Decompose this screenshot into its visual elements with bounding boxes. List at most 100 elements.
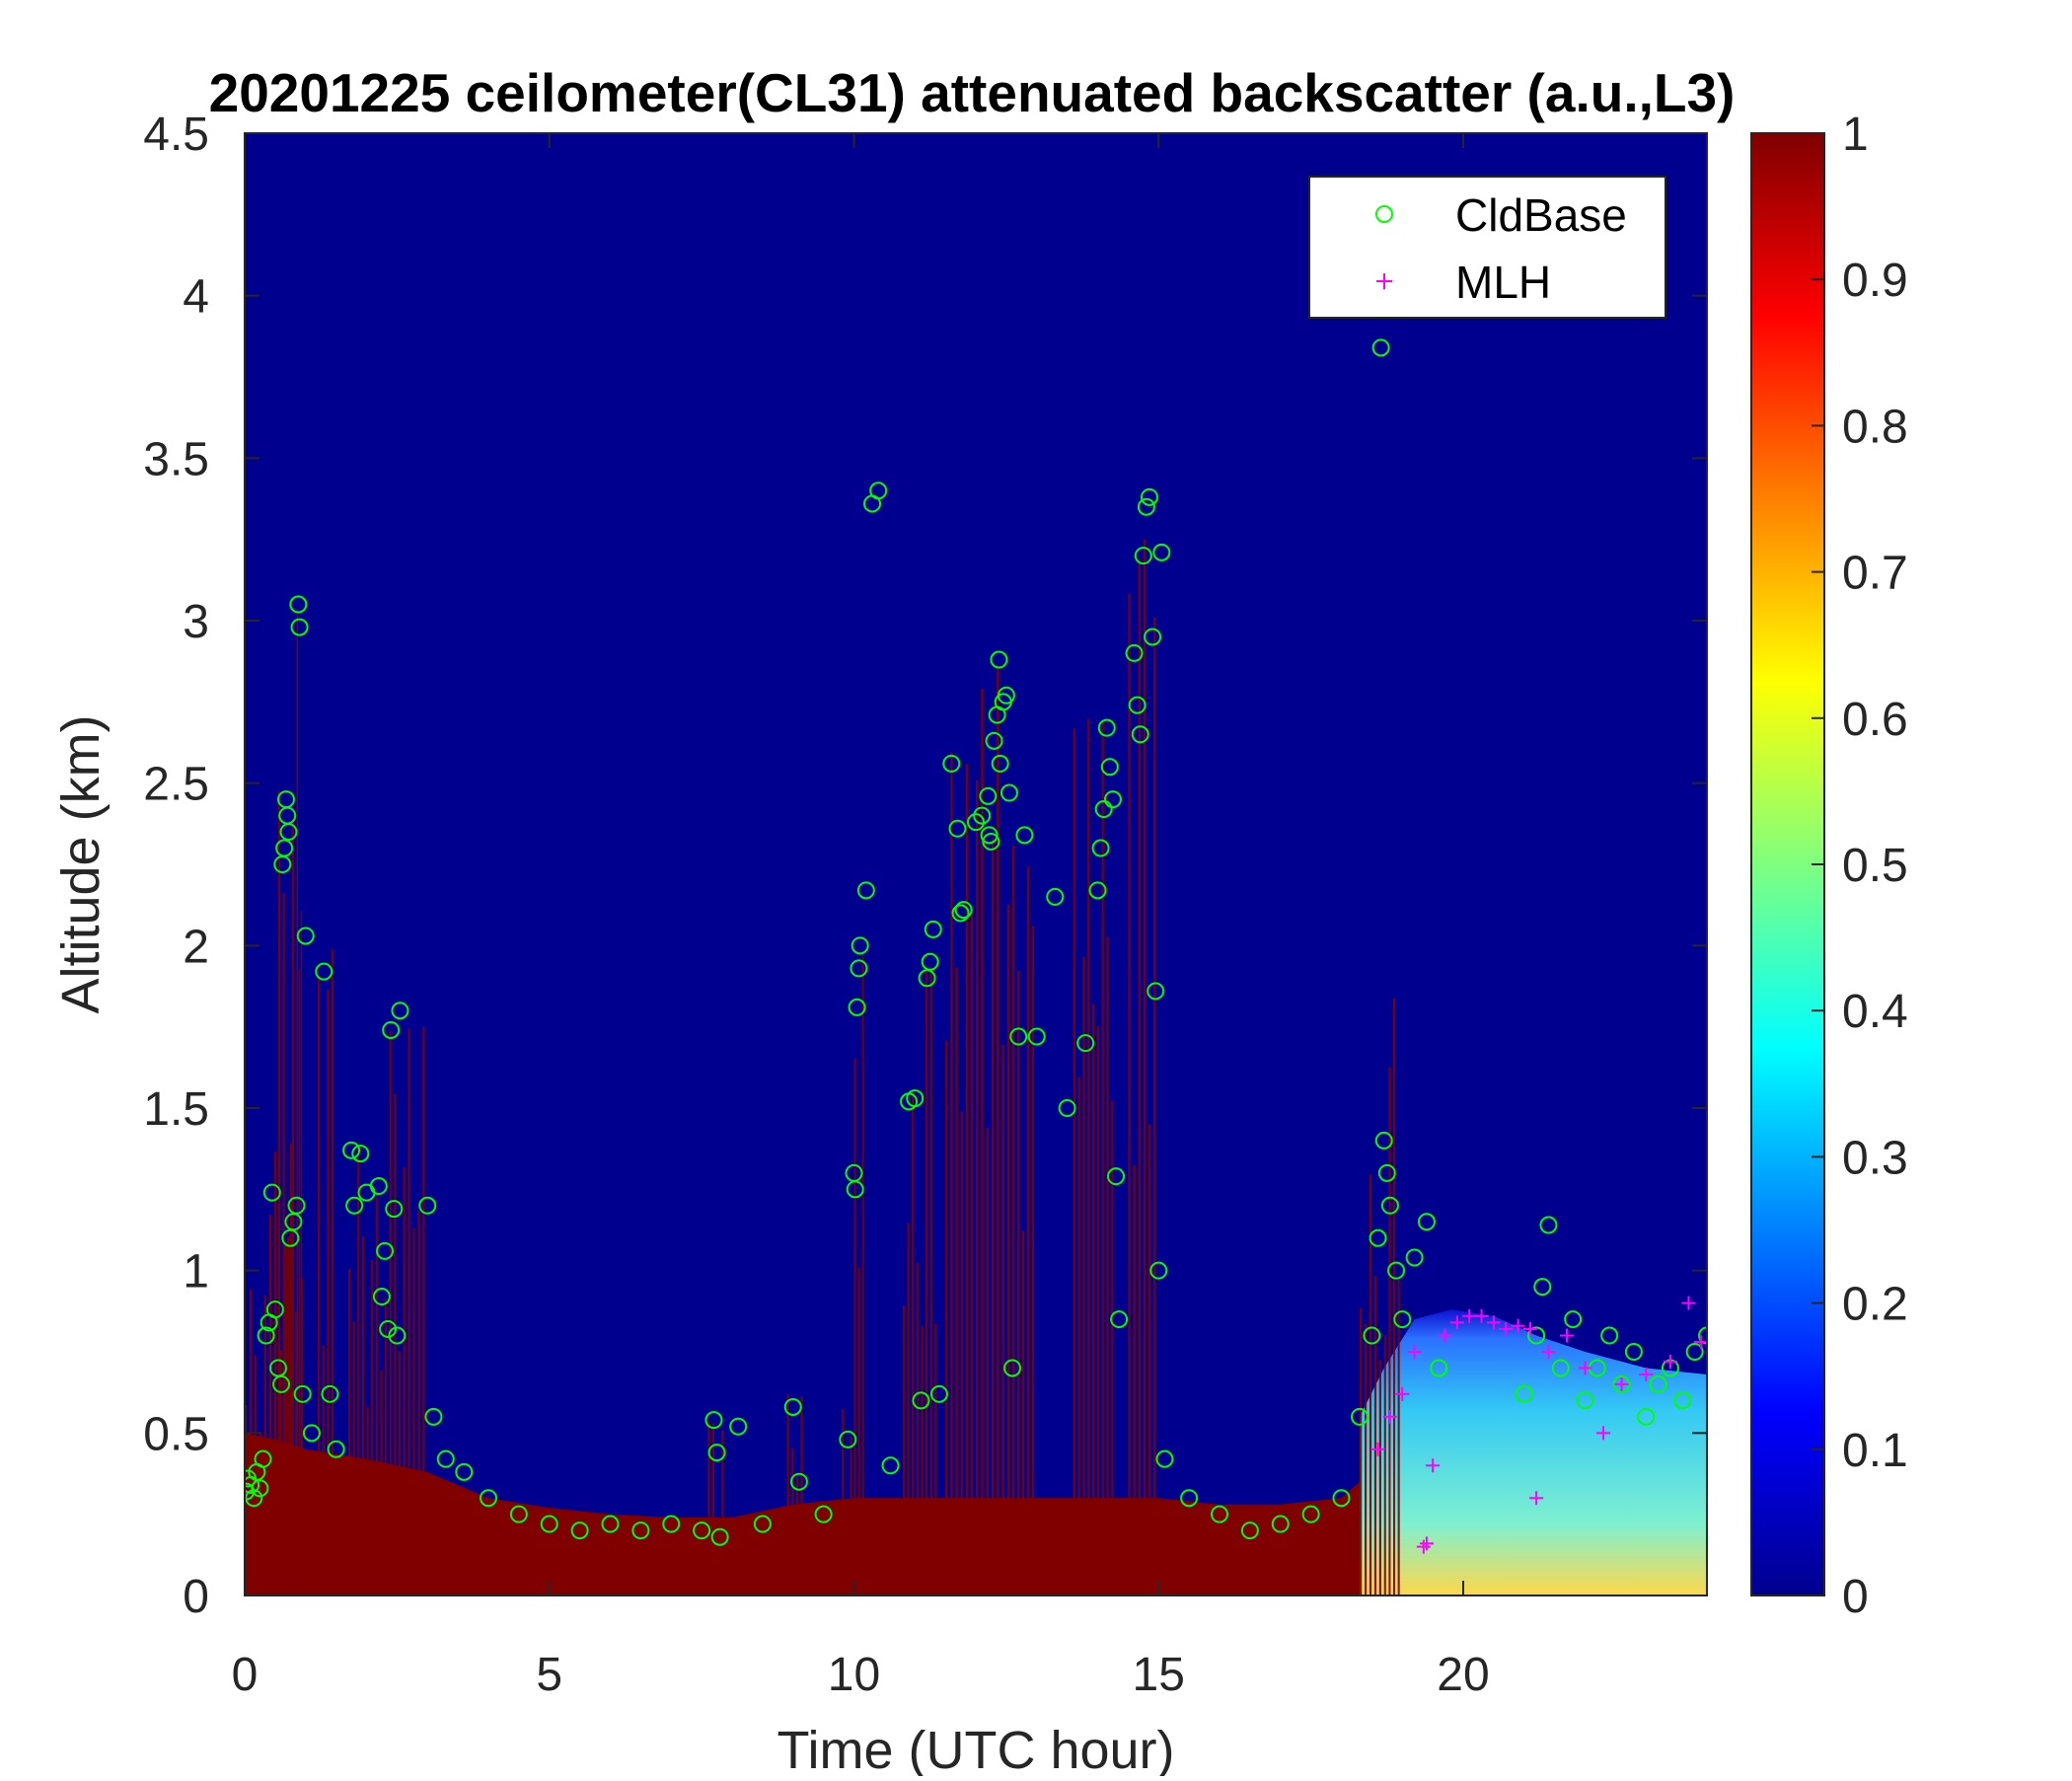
y-tick-label: 3.5 [143, 433, 209, 485]
mlh-point [1419, 1536, 1434, 1551]
cloud-streak [846, 1502, 849, 1595]
cloud-streak [1006, 904, 1010, 1595]
cldbase-point [1240, 1521, 1259, 1540]
cloud-streak [907, 1222, 910, 1595]
cldbase-point [997, 686, 1015, 705]
cldbase-point [251, 1479, 269, 1498]
cloud-streak [925, 968, 928, 1595]
y-tick-label: 2 [183, 921, 209, 973]
cloud-streak [786, 1394, 789, 1595]
colorbar: 0 0.1 0.2 0.3 0.4 0.5 0.6 0.7 0.8 0.9 1 [1750, 109, 1908, 1623]
cldbase-point [290, 618, 309, 636]
cloud-streak [295, 1310, 298, 1595]
cldbase-point [979, 786, 998, 805]
y-tick-label: 3 [183, 596, 209, 648]
cloud-streak [1016, 971, 1020, 1595]
cldbase-point [1624, 1343, 1643, 1361]
x-tick-label: 5 [536, 1649, 562, 1701]
mlh-point [1449, 1315, 1464, 1330]
mlh-point [1596, 1426, 1611, 1441]
cldbase-point [1637, 1407, 1656, 1426]
cloud-streak [398, 1351, 402, 1595]
cldbase-point [1137, 497, 1155, 516]
cldbase-point [662, 1515, 681, 1533]
cloud-streak [366, 1406, 369, 1595]
cloud-streak [1111, 1100, 1114, 1595]
cldbase-point [839, 1430, 857, 1448]
cloud-streak [417, 1210, 420, 1595]
cldbase-point [321, 1384, 339, 1403]
cldbase-point [289, 595, 308, 614]
cloud-streak [970, 908, 974, 1595]
chart-title: 20201225 ceilometer(CL31) attenuated bac… [209, 62, 1736, 123]
x-axis: 0 5 10 15 20 [232, 133, 1490, 1701]
cldbase-point [1097, 718, 1116, 737]
cloud-streak [284, 1244, 287, 1595]
cldbase-point [265, 1300, 284, 1319]
cldbase-point [376, 1241, 395, 1260]
cldbase-point [254, 1449, 272, 1468]
cldbase-point [1380, 1196, 1399, 1215]
cldbase-point [1649, 1374, 1667, 1393]
cldbase-point [1107, 1167, 1126, 1186]
mlh-point [1559, 1328, 1574, 1343]
cldbase-point [1387, 1261, 1406, 1280]
cldbase-point [424, 1407, 443, 1426]
cloud-streak [997, 665, 999, 1595]
cldbase-point [954, 901, 973, 920]
cloud-streak [375, 1197, 378, 1595]
cldbase-point [1515, 1384, 1533, 1403]
cldbase-point [315, 962, 333, 981]
cldbase-point [245, 1489, 263, 1508]
cloud-streak [1378, 1360, 1382, 1595]
x-axis-label: Time (UTC hour) [777, 1721, 1174, 1776]
cldbase-point [1110, 1310, 1129, 1329]
cloud-streak [357, 1145, 360, 1595]
colorbar-tick-label: 0.8 [1842, 401, 1908, 453]
colorbar-tick-label: 1 [1842, 109, 1869, 161]
cldbase-point [1046, 887, 1065, 906]
mlh-point [1693, 1335, 1707, 1350]
mlh-point [1395, 1386, 1410, 1401]
legend-mlh-label: MLH [1455, 257, 1551, 308]
cloud-streak [273, 1151, 277, 1595]
cloud-streak [986, 1128, 989, 1595]
cldbase-point [1363, 1326, 1381, 1345]
cldbase-point [296, 927, 315, 945]
cldbase-point [1564, 1310, 1583, 1329]
cldbase-point [921, 952, 939, 971]
cldbase-point [382, 1020, 401, 1039]
mlh-point [1462, 1308, 1477, 1323]
cldbase-point [1539, 1216, 1558, 1234]
y-axis-label: Altitude (km) [51, 714, 111, 1013]
mlh-point [1438, 1328, 1452, 1343]
cldbase-point [1369, 1228, 1387, 1247]
legend-mlh-marker [1376, 273, 1392, 289]
cldbase-point [1600, 1326, 1619, 1345]
x-tick-label: 10 [828, 1649, 880, 1701]
cldbase-point [851, 936, 869, 955]
cldbase-point [631, 1521, 650, 1540]
cldbase-point [1673, 1391, 1692, 1410]
cldbase-point [1058, 1099, 1076, 1117]
y-tick-label: 4 [183, 271, 209, 324]
colorbar-tick-label: 0.1 [1842, 1425, 1908, 1477]
cloud-streak [403, 1166, 406, 1595]
cloud-streak [389, 1030, 392, 1595]
cloud-streak [1021, 1230, 1025, 1595]
cloud-streak [1369, 1174, 1372, 1595]
y-axis: 0 0.5 1 1.5 2 2.5 3 3.5 4 4.5 [143, 109, 1707, 1623]
cldbase-point [281, 1228, 300, 1247]
cldbase-point [279, 823, 298, 842]
colorbar-tick-label: 0.7 [1842, 548, 1908, 600]
cloud-streak [1147, 1124, 1151, 1595]
mlh-point [1407, 1345, 1422, 1359]
y-tick-label: 2.5 [143, 759, 209, 811]
cldbase-point [710, 1527, 729, 1546]
cldbase-point [1134, 547, 1152, 565]
cloud-streak [976, 779, 979, 1595]
cldbase-point [262, 1183, 281, 1202]
cldbase-point [869, 482, 888, 500]
cloud-streak [1096, 1025, 1099, 1595]
plot-frame [244, 132, 1708, 1596]
